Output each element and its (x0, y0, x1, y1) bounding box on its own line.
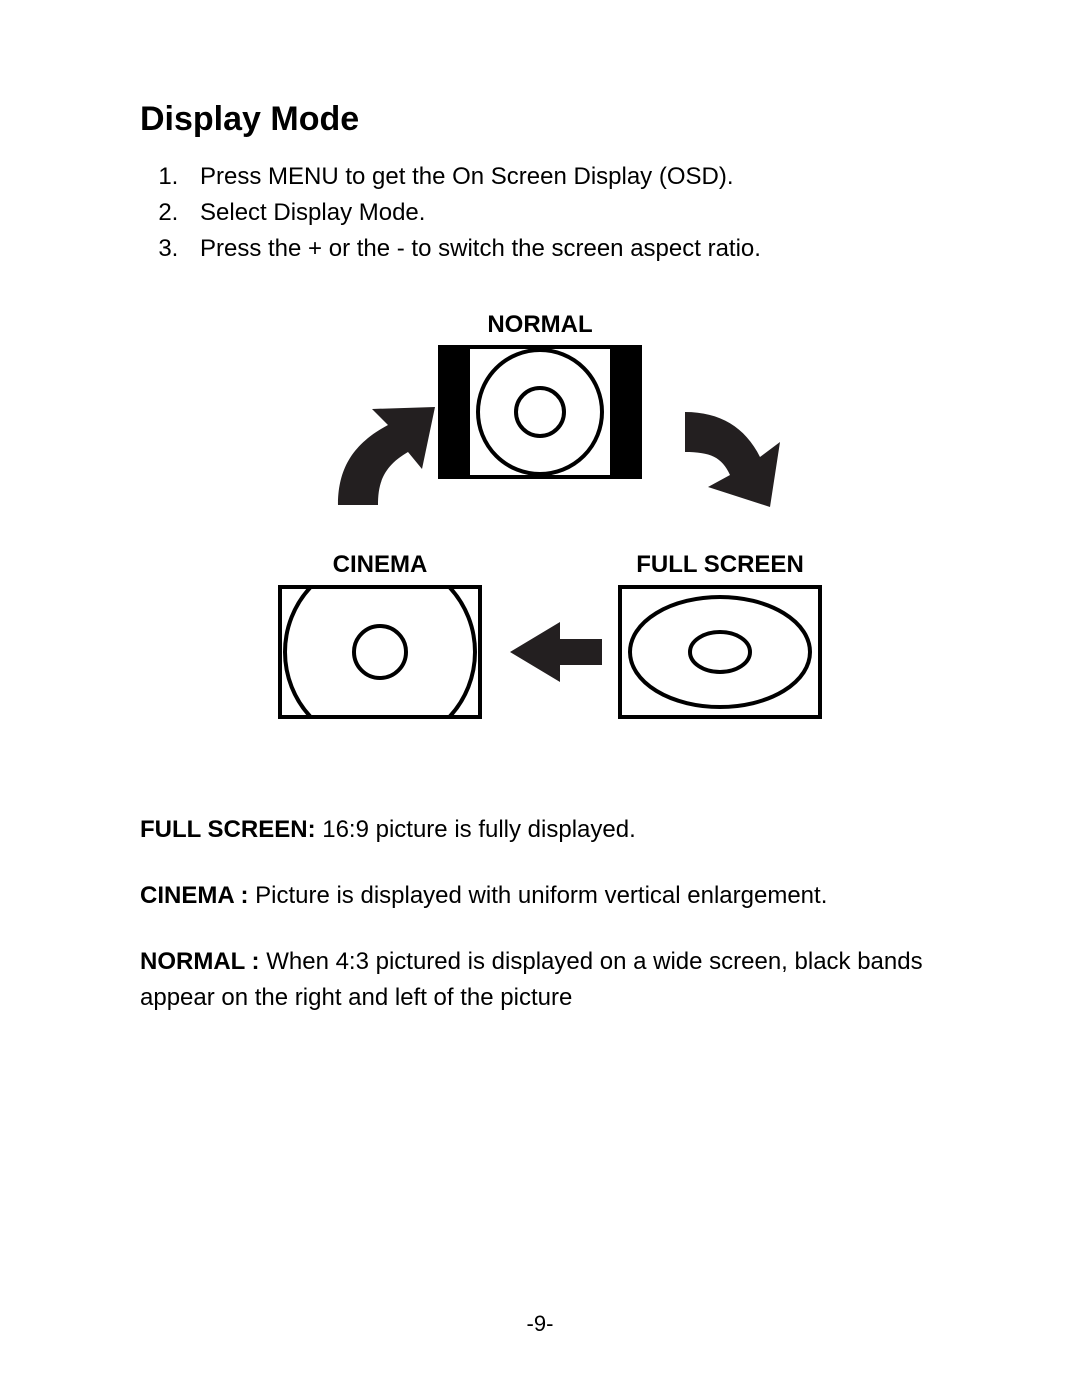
term-fullscreen: FULL SCREEN: (140, 816, 316, 843)
steps-list: Press MENU to get the On Screen Display … (140, 159, 940, 267)
fullscreen-mode-icon (620, 587, 820, 717)
display-mode-diagram: NORMAL (230, 307, 850, 752)
description-fullscreen: FULL SCREEN: 16:9 picture is fully displ… (140, 812, 940, 848)
arrow-left-icon (510, 622, 602, 682)
body-fullscreen: 16:9 picture is fully displayed. (316, 816, 636, 843)
term-cinema: CINEMA : (140, 882, 248, 909)
diagram-svg: NORMAL (230, 307, 850, 747)
label-cinema: CINEMA (333, 551, 428, 578)
document-page: Display Mode Press MENU to get the On Sc… (0, 0, 1080, 1397)
page-title: Display Mode (140, 100, 940, 139)
label-fullscreen: FULL SCREEN (636, 551, 804, 578)
arrow-right-down-icon (685, 412, 780, 507)
step-item: Select Display Mode. (185, 195, 940, 231)
label-normal: NORMAL (487, 311, 592, 338)
description-normal: NORMAL : When 4:3 pictured is displayed … (140, 944, 940, 1016)
cinema-mode-icon (280, 557, 480, 747)
step-item: Press the + or the - to switch the scree… (185, 231, 940, 267)
page-number: -9- (0, 1311, 1080, 1337)
term-normal: NORMAL : (140, 948, 260, 975)
step-item: Press MENU to get the On Screen Display … (185, 159, 940, 195)
normal-mode-icon (440, 347, 640, 477)
description-cinema: CINEMA : Picture is displayed with unifo… (140, 878, 940, 914)
body-cinema: Picture is displayed with uniform vertic… (248, 882, 827, 909)
